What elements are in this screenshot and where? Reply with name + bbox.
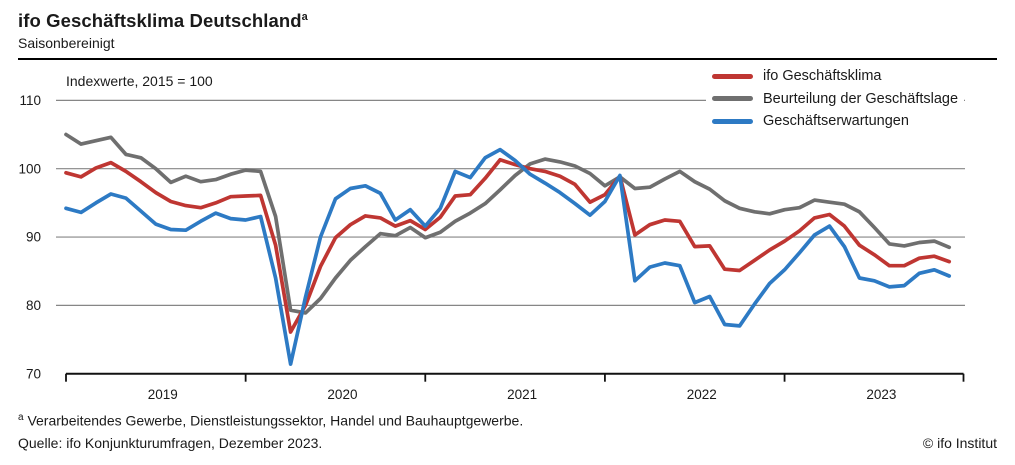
y-axis-tick-label: 110: [19, 93, 41, 108]
y-axis-tick-label: 70: [26, 366, 41, 381]
series-line-klima: [64, 157, 952, 334]
page-subtitle: Saisonbereinigt: [18, 35, 115, 52]
copyright-note: © ifo Institut: [922, 434, 997, 451]
erwartungen-line-swatch: [712, 118, 753, 124]
x-axis-year-label: 2019: [148, 387, 178, 402]
x-axis-year-label: 2020: [327, 387, 357, 402]
source-note: Quelle: ifo Konjunkturumfragen, Dezember…: [18, 434, 323, 451]
chart-header: ifo Geschäftsklima Deutschlanda Saisonbe…: [18, 6, 997, 61]
page-title: ifo Geschäftsklima Deutschlanda: [18, 6, 997, 32]
legend-item-lage: Beurteilung der Geschäftslage: [712, 88, 958, 111]
footnote-marker: a: [18, 412, 24, 423]
legend-label-klima: ifo Geschäftsklima: [763, 68, 882, 85]
axis-unit-note: Indexwerte, 2015 = 100: [66, 73, 213, 89]
footnote-text: Verarbeitendes Gewerbe, Dienstleistungss…: [23, 412, 524, 429]
legend-item-erwartungen: Geschäftserwartungen: [712, 110, 958, 133]
klima-line-swatch: [712, 73, 753, 79]
lage-line-swatch: [712, 96, 753, 102]
footnote: a Verarbeitendes Gewerbe, Dienstleistung…: [18, 407, 997, 432]
chart-footer: a Verarbeitendes Gewerbe, Dienstleistung…: [18, 407, 997, 454]
title-footnote-marker: a: [301, 11, 308, 23]
legend-label-lage: Beurteilung der Geschäftslage: [763, 90, 959, 107]
y-axis-tick-label: 90: [26, 230, 41, 245]
x-axis-year-label: 2023: [866, 387, 896, 402]
y-axis-tick-label: 80: [26, 298, 41, 313]
y-axis-tick-label: 100: [18, 161, 41, 176]
legend: ifo Geschäftsklima Beurteilung der Gesch…: [706, 65, 965, 133]
page-title-text: ifo Geschäftsklima Deutschland: [18, 10, 302, 32]
series-line-erwartungen: [64, 147, 952, 366]
legend-item-klima: ifo Geschäftsklima: [712, 65, 958, 88]
x-axis-year-label: 2022: [687, 387, 717, 402]
legend-label-erwartungen: Geschäftserwartungen: [763, 113, 909, 130]
x-axis-year-label: 2021: [507, 387, 537, 402]
series-line-lage: [64, 132, 952, 315]
